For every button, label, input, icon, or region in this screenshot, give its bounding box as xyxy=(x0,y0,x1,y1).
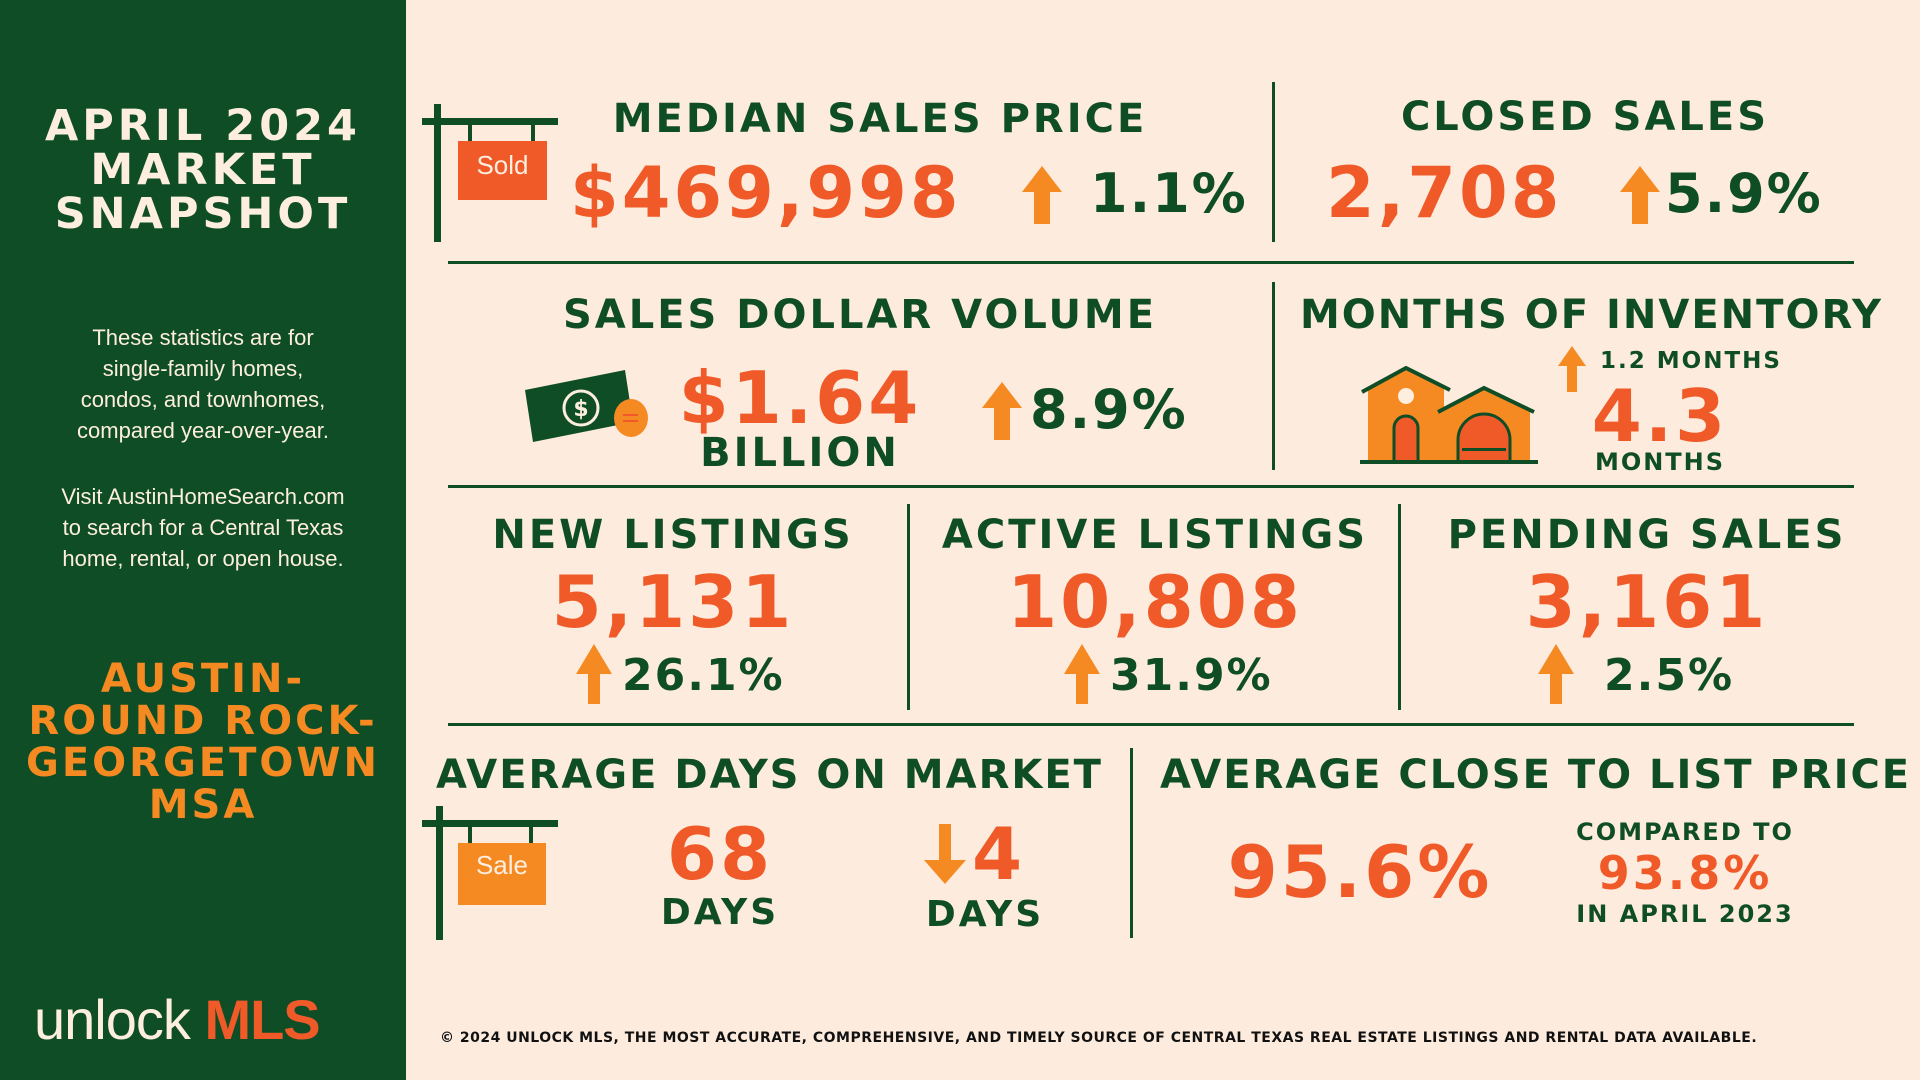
svg-text:$: $ xyxy=(573,397,588,422)
msa-label: AUSTIN- ROUND ROCK- GEORGETOWN MSA xyxy=(0,658,406,826)
months-of-inventory-value: 4.3 xyxy=(1591,374,1729,458)
divider xyxy=(448,723,1854,726)
arrow-up-icon xyxy=(1620,166,1660,224)
msa-line: ROUND ROCK- xyxy=(28,698,378,744)
arrow-down-icon xyxy=(924,824,966,884)
median-sales-price-change: 1.1% xyxy=(1090,162,1248,225)
compare-value: 93.8% xyxy=(1597,846,1773,900)
compare-period: IN APRIL 2023 xyxy=(1576,900,1794,928)
new-listings-title: NEW LISTINGS xyxy=(492,512,854,558)
pending-sales-value: 3,161 xyxy=(1525,560,1769,644)
sales-dollar-volume-title: SALES DOLLAR VOLUME xyxy=(562,292,1158,338)
logo-mls: MLS xyxy=(204,988,320,1051)
avg-days-change-unit: DAYS xyxy=(925,894,1045,935)
divider xyxy=(1398,504,1401,710)
visit-line: home, rental, or open house. xyxy=(62,546,344,571)
arrow-up-icon xyxy=(982,382,1022,440)
arrow-up-icon xyxy=(1022,166,1062,224)
months-of-inventory-title: MONTHS OF INVENTORY xyxy=(1300,292,1884,338)
arrow-up-icon xyxy=(1538,644,1574,704)
new-listings-value: 5,131 xyxy=(551,560,795,644)
money-bill-icon: $ xyxy=(525,370,648,442)
pending-sales-title: PENDING SALES xyxy=(1447,512,1847,558)
closed-sales-change: 5.9% xyxy=(1665,162,1823,225)
new-listings-change: 26.1% xyxy=(622,650,785,701)
median-sales-price-title: MEDIAN SALES PRICE xyxy=(612,96,1148,142)
active-listings-value: 10,808 xyxy=(1007,560,1303,644)
sold-sign-label: Sold xyxy=(476,150,529,180)
sold-sign-icon xyxy=(422,104,558,242)
logo-unlock: unlock xyxy=(34,988,205,1051)
arrow-up-icon xyxy=(1558,346,1586,392)
months-of-inventory-unit: MONTHS xyxy=(1594,448,1726,476)
divider xyxy=(448,261,1854,264)
snapshot-title: APRIL 2024 MARKET SNAPSHOT xyxy=(0,104,406,236)
sales-dollar-volume-change: 8.9% xyxy=(1030,378,1188,441)
arrow-up-icon xyxy=(576,644,612,704)
description-line: compared year-over-year. xyxy=(77,418,329,443)
avg-close-to-list-title: AVERAGE CLOSE TO LIST PRICE xyxy=(1160,752,1912,798)
visit-line: Visit AustinHomeSearch.com xyxy=(61,484,345,509)
msa-line: AUSTIN- xyxy=(100,656,306,702)
divider xyxy=(1130,748,1133,938)
title-line: MARKET xyxy=(90,145,316,195)
sale-sign-icon xyxy=(422,806,558,940)
avg-close-to-list-value: 95.6% xyxy=(1227,830,1493,914)
divider xyxy=(1272,82,1275,242)
sales-dollar-volume-value: $1.64 xyxy=(678,356,922,440)
description-line: These statistics are for xyxy=(92,325,314,350)
arrow-up-icon xyxy=(1064,644,1100,704)
avg-days-change: 4 xyxy=(972,812,1026,896)
description: These statistics are for single-family h… xyxy=(0,322,406,446)
title-line: APRIL 2024 xyxy=(45,101,361,151)
avg-days-value: 68 xyxy=(666,812,774,896)
sidebar xyxy=(0,0,406,1080)
description-line: condos, and townhomes, xyxy=(80,387,326,412)
months-of-inventory-change: 1.2 MONTHS xyxy=(1600,348,1782,374)
unlock-mls-logo: unlock MLS xyxy=(34,988,321,1051)
compare-label: COMPARED TO xyxy=(1576,818,1794,846)
sales-dollar-volume-unit: BILLION xyxy=(700,430,900,476)
median-sales-price-value: $469,998 xyxy=(570,152,962,234)
visit-line: to search for a Central Texas xyxy=(62,515,344,540)
divider xyxy=(1272,282,1275,470)
title-line: SNAPSHOT xyxy=(54,189,352,239)
divider xyxy=(448,485,1854,488)
visit-text: Visit AustinHomeSearch.com to search for… xyxy=(0,481,406,574)
closed-sales-value: 2,708 xyxy=(1326,152,1563,234)
closed-sales-title: CLOSED SALES xyxy=(1400,94,1770,140)
sale-sign-label: Sale xyxy=(475,850,529,880)
active-listings-change: 31.9% xyxy=(1110,650,1273,701)
pending-sales-change: 2.5% xyxy=(1604,650,1735,701)
avg-days-unit: DAYS xyxy=(660,892,780,933)
msa-line: MSA xyxy=(148,782,258,828)
divider xyxy=(907,504,910,710)
description-line: single-family homes, xyxy=(102,356,304,381)
msa-line: GEORGETOWN xyxy=(25,740,380,786)
house-icon xyxy=(1360,366,1538,464)
footer-copyright: © 2024 UNLOCK MLS, THE MOST ACCURATE, CO… xyxy=(440,1030,1758,1046)
active-listings-title: ACTIVE LISTINGS xyxy=(941,512,1369,558)
avg-days-on-market-title: AVERAGE DAYS ON MARKET xyxy=(436,752,1103,798)
